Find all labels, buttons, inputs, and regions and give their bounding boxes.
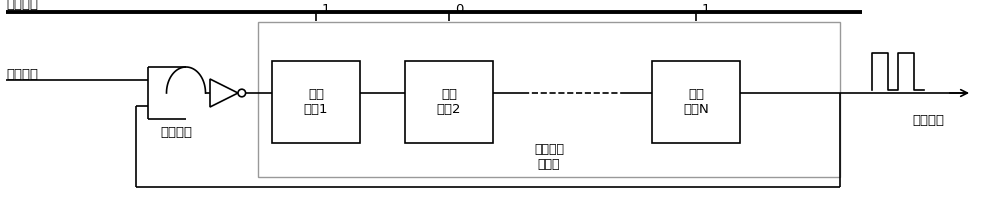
Text: 1: 1 xyxy=(322,3,330,17)
Text: 受控可变
延时链: 受控可变 延时链 xyxy=(534,143,564,171)
Text: 延时
节点2: 延时 节点2 xyxy=(437,88,461,116)
Text: 使能与门: 使能与门 xyxy=(161,126,193,140)
Bar xyxy=(652,61,740,143)
Bar xyxy=(258,22,840,177)
Bar xyxy=(272,61,360,143)
Text: 0: 0 xyxy=(455,3,463,17)
Bar xyxy=(405,61,493,143)
Text: 控制信号: 控制信号 xyxy=(6,0,38,11)
Polygon shape xyxy=(210,79,238,107)
Text: 使能信号: 使能信号 xyxy=(6,68,38,80)
Text: 输出信号: 输出信号 xyxy=(912,115,944,127)
Text: 延时
节点N: 延时 节点N xyxy=(683,88,709,116)
Text: 延时
节点1: 延时 节点1 xyxy=(304,88,328,116)
Text: 1: 1 xyxy=(702,3,710,17)
Circle shape xyxy=(238,89,246,97)
